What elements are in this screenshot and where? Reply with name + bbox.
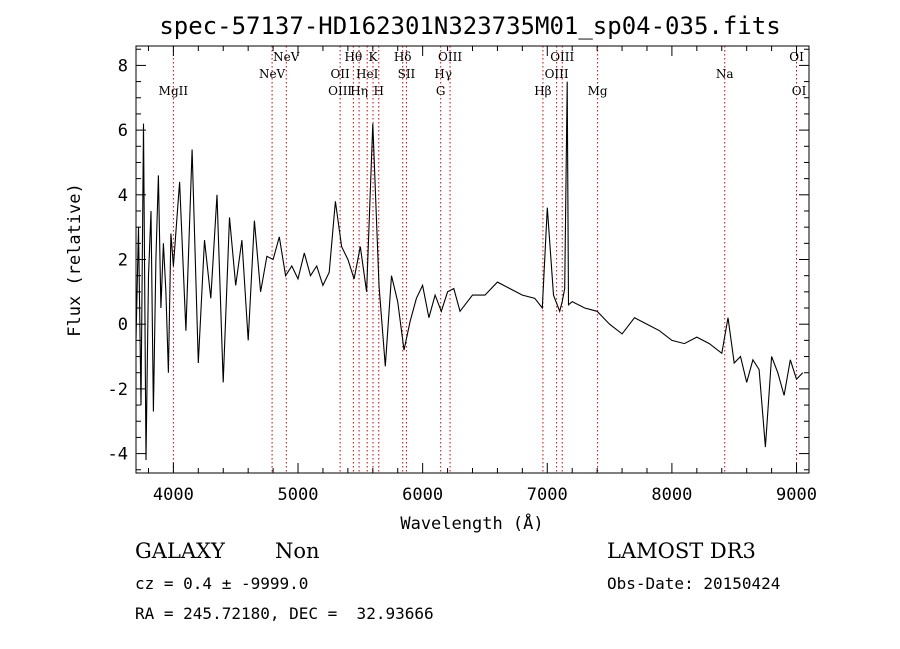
line-label: OIII	[328, 84, 352, 98]
line-label: MgII	[159, 84, 189, 98]
line-label: Hδ	[394, 50, 412, 64]
x-tick-label: 4000	[153, 485, 194, 505]
redshift-line: cz = 0.4 ± -9999.0	[135, 574, 309, 593]
y-tick-label: -4	[108, 445, 128, 465]
line-label: Hθ	[345, 50, 363, 64]
object-subclass: Non	[275, 539, 320, 563]
x-axis-label: Wavelength (Å)	[400, 512, 543, 534]
line-label: K	[369, 50, 379, 64]
line-label: HeI	[356, 67, 379, 81]
line-label: Hβ	[534, 84, 551, 98]
plot-frame	[135, 45, 810, 474]
y-tick-label: 0	[118, 315, 128, 335]
object-class: GALAXY	[135, 539, 225, 563]
line-label: SII	[398, 67, 416, 81]
y-axis-label: Flux (relative)	[65, 183, 85, 337]
line-label: Na	[716, 67, 734, 81]
line-label: OIII	[550, 50, 574, 64]
y-tick-label: 4	[118, 186, 128, 206]
line-label: NeV	[273, 50, 300, 64]
line-label: OII	[330, 67, 350, 81]
y-tick-label: 2	[118, 251, 128, 271]
x-axis: 4000 5000 6000 7000 8000 9000	[147, 46, 817, 505]
obs-date: Obs-Date: 20150424	[607, 574, 781, 593]
line-label: Hγ	[434, 67, 452, 81]
line-label: Hη	[350, 84, 368, 98]
line-label: G	[436, 84, 446, 98]
y-tick-label: 6	[118, 121, 128, 141]
y-axis: -4 -2 0 2 4 6 8	[108, 48, 809, 471]
line-label: OI	[792, 84, 807, 98]
line-label: OIII	[545, 67, 569, 81]
line-label: NeV	[259, 67, 286, 81]
y-tick-label: 8	[118, 56, 128, 76]
line-label: H	[374, 84, 384, 98]
chart-title: spec-57137-HD162301N323735M01_sp04-035.f…	[159, 12, 780, 40]
x-tick-label: 9000	[776, 485, 817, 505]
x-tick-label: 8000	[651, 485, 692, 505]
spectrum-line	[135, 81, 804, 461]
survey-name: LAMOST DR3	[607, 539, 756, 563]
line-label: OI	[789, 50, 804, 64]
x-tick-label: 6000	[402, 485, 443, 505]
y-tick-label: -2	[108, 380, 128, 400]
line-label: Mg	[588, 84, 608, 98]
line-labels: MgII NeV NeV OII OIII Hθ Hη HeI K H Hδ SII OIII Hγ G Hβ…	[159, 50, 807, 98]
x-tick-label: 7000	[527, 485, 568, 505]
radec-line: RA = 245.72180, DEC = 32.93666	[135, 604, 434, 623]
line-label: OIII	[438, 50, 462, 64]
x-tick-label: 5000	[278, 485, 319, 505]
